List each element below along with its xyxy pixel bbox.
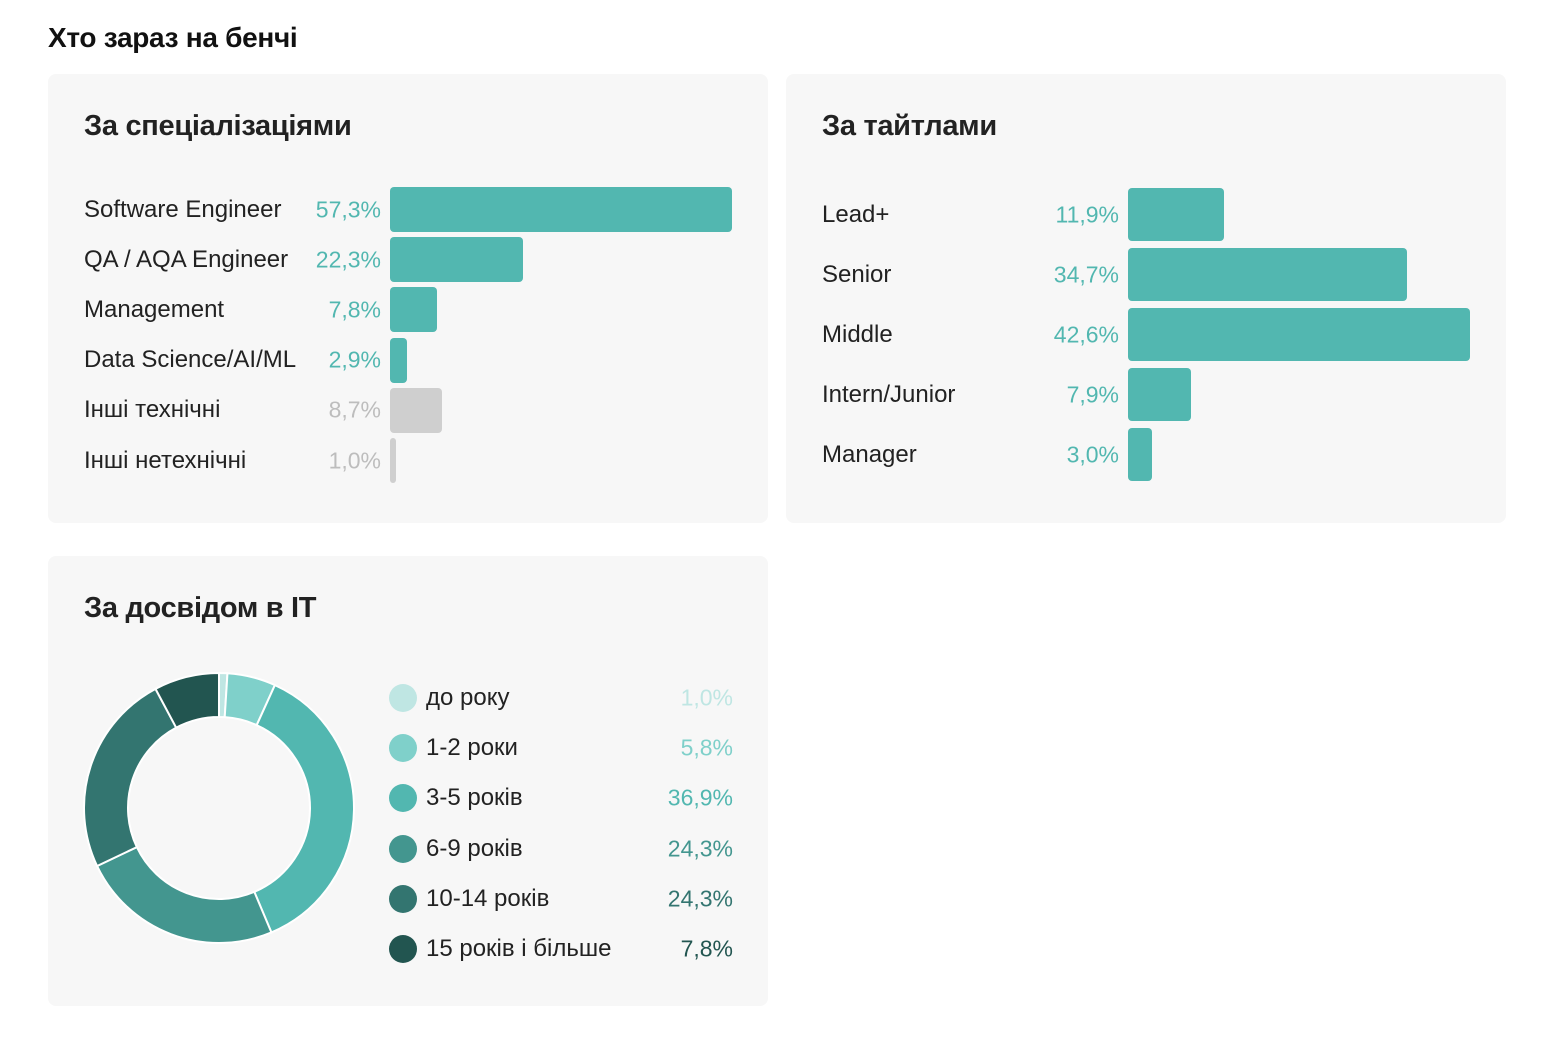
bar-label: Middle xyxy=(822,320,893,348)
legend-label: 15 років і більше xyxy=(426,935,612,962)
bar-label: Інші технічні xyxy=(84,396,221,424)
bar-label: Data Science/AI/ML xyxy=(84,346,297,374)
legend-swatch xyxy=(389,684,417,712)
bar-value-label: 11,9% xyxy=(1055,201,1119,227)
specializations-title: За спеціалізаціями xyxy=(84,110,352,142)
bar xyxy=(390,187,732,232)
legend-swatch xyxy=(389,935,417,963)
donut-slice xyxy=(83,687,178,868)
bar-row: Інші технічні 8,7% xyxy=(48,387,768,433)
bar xyxy=(390,337,408,383)
bar-label: QA / AQA Engineer xyxy=(84,245,289,273)
bar-label: Інші нетехнічні xyxy=(84,446,247,474)
bar-label: Manager xyxy=(822,440,917,468)
legend-label: 3-5 років xyxy=(426,784,523,812)
legend-swatch xyxy=(389,884,417,913)
bar-row: Senior 34,7% xyxy=(786,248,1506,301)
specializations-bar-chart: Software Engineer 57,3% QA / AQA Engineer 2… xyxy=(48,74,768,523)
legend-label: 6-9 років xyxy=(426,834,523,862)
page-title: Хто зараз на бенчі xyxy=(48,22,298,53)
experience-donut-chart xyxy=(83,671,355,944)
legend-swatch xyxy=(389,834,417,863)
bar-row: Software Engineer 57,3% xyxy=(48,187,768,232)
legend-swatch xyxy=(389,734,417,763)
bar-row: QA / AQA Engineer 22,3% xyxy=(48,237,768,283)
experience-donut-svg xyxy=(83,671,355,944)
legend-value-label: 24,3% xyxy=(667,885,733,912)
bar-label: Lead+ xyxy=(822,200,890,228)
bar-row: Data Science/AI/ML 2,9% xyxy=(48,337,768,383)
bar-value-label: 34,7% xyxy=(1053,261,1119,287)
bar xyxy=(1128,308,1470,361)
bar xyxy=(1128,428,1153,481)
legend-label: 10-14 років xyxy=(426,884,550,912)
bar-value-label: 22,3% xyxy=(315,246,381,273)
bar xyxy=(1128,188,1224,241)
legend-value-label: 24,3% xyxy=(667,835,733,862)
legend-value-label: 5,8% xyxy=(680,734,733,761)
legend-value-label: 1,0% xyxy=(680,684,733,711)
legend-item: 15 років і більше 7,8% xyxy=(389,934,733,964)
bar xyxy=(390,237,524,283)
bar-value-label: 57,3% xyxy=(315,196,381,222)
bar-row: Інші нетехнічні 1,0% xyxy=(48,438,768,483)
bar xyxy=(1128,368,1192,421)
bar-row: Middle 42,6% xyxy=(786,308,1506,361)
bar-row: Lead+ 11,9% xyxy=(786,188,1506,241)
donut-slice xyxy=(154,671,220,730)
specializations-card: За спеціалізаціями Software Engineer 57,3… xyxy=(48,74,768,523)
bar xyxy=(390,287,437,333)
legend-value-label: 7,8% xyxy=(680,935,733,962)
titles-card: За тайтлами Lead+ 11,9% Senior 34,7% Middle 4… xyxy=(786,74,1506,523)
legend-label: до року xyxy=(426,684,510,711)
bar-label: Management xyxy=(84,295,225,323)
bar xyxy=(390,438,396,483)
legend-value-label: 36,9% xyxy=(667,784,733,811)
legend-item: 3-5 років 36,9% xyxy=(389,783,733,813)
titles-title: За тайтлами xyxy=(822,110,997,142)
bar-row: Intern/Junior 7,9% xyxy=(786,368,1506,421)
bar-row: Management 7,8% xyxy=(48,287,768,333)
legend-swatch xyxy=(389,784,417,813)
bar-label: Senior xyxy=(822,260,892,288)
bar-value-label: 42,6% xyxy=(1053,321,1119,347)
bar-value-label: 1,0% xyxy=(328,447,381,473)
legend-item: 10-14 років 24,3% xyxy=(389,884,733,914)
bar-value-label: 8,7% xyxy=(328,396,381,423)
legend-item: 1-2 роки 5,8% xyxy=(389,733,733,763)
bar xyxy=(1128,248,1407,301)
bar-value-label: 7,8% xyxy=(328,296,381,323)
legend-item: до року 1,0% xyxy=(389,683,733,713)
donut-slice xyxy=(95,845,273,944)
bar-value-label: 3,0% xyxy=(1066,441,1119,467)
experience-title: За досвідом в IT xyxy=(84,592,317,624)
legend-item: 6-9 років 24,3% xyxy=(389,834,733,864)
experience-card: За досвідом в IT до року 1,0% 1-2 роки 5,8%… xyxy=(48,556,768,1006)
titles-bar-chart: Lead+ 11,9% Senior 34,7% Middle 42,6% Intern/J… xyxy=(786,74,1506,523)
donut-slice xyxy=(253,683,355,934)
bar-row: Manager 3,0% xyxy=(786,428,1506,481)
bar-value-label: 7,9% xyxy=(1066,381,1119,407)
legend-label: 1-2 роки xyxy=(426,734,518,762)
bar-label: Intern/Junior xyxy=(822,380,956,408)
bar-label: Software Engineer xyxy=(84,195,282,223)
bar-value-label: 2,9% xyxy=(328,346,381,373)
bar xyxy=(390,387,442,433)
